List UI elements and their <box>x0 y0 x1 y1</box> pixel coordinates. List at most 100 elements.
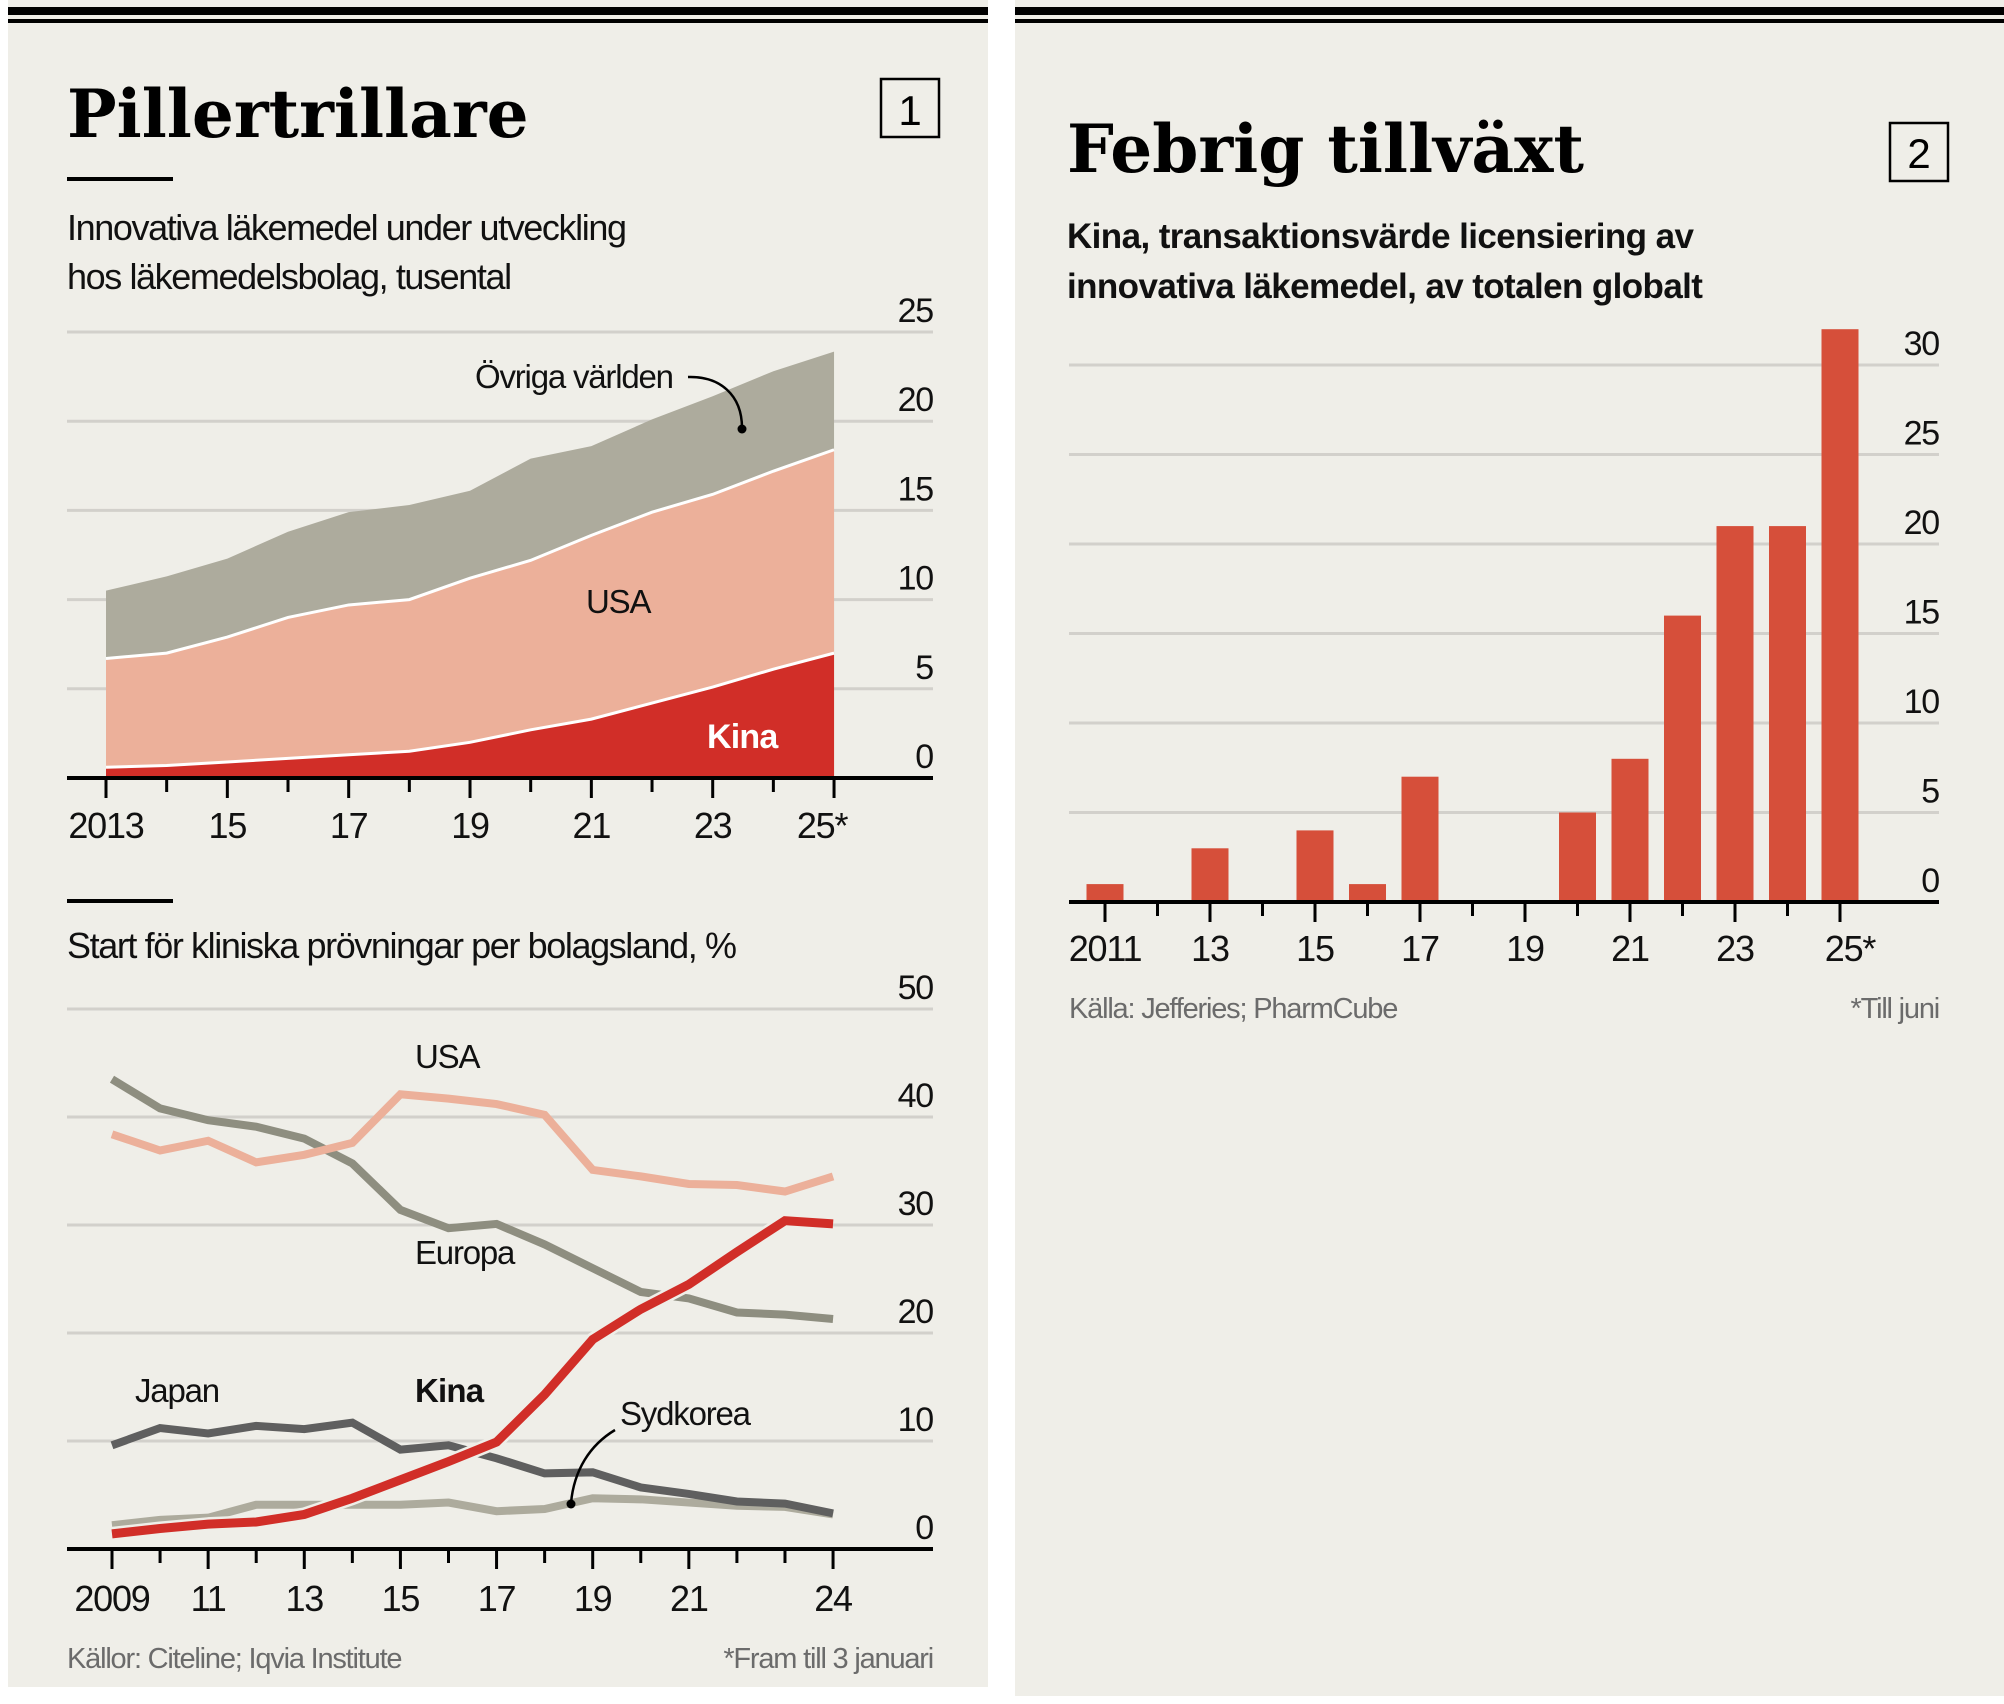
bar-chart-x-tick-label: 2011 <box>1069 928 1142 969</box>
area-chart-y-tick-label: 25 <box>898 292 934 330</box>
line-label-japan: Japan <box>135 1372 219 1409</box>
bar-chart-x-tick-label: 19 <box>1506 928 1544 969</box>
line-chart-x-tick-label: 21 <box>670 1578 708 1619</box>
area-usa <box>106 449 835 778</box>
panel1-number: 1 <box>898 87 921 134</box>
bar-2017 <box>1401 776 1439 902</box>
line-usa <box>110 1090 835 1196</box>
area-chart-x-tick-label: 19 <box>451 805 489 846</box>
area-chart-x-tick-label: 15 <box>209 805 247 846</box>
panel2-footnote: *Till juni <box>1851 993 1939 1025</box>
top-rule-thick <box>1015 7 2004 15</box>
line-chart-x-tick-label: 17 <box>478 1578 516 1619</box>
area-chart-x-tick-label: 21 <box>573 805 611 846</box>
top-rule-thin <box>1015 19 2004 23</box>
line-chart-x-tick-label: 13 <box>285 1578 323 1619</box>
area-kina <box>106 653 835 778</box>
area-label-usa: USA <box>586 583 651 620</box>
area-chart-subtitle-line2: hos läkemedelsbolag, tusental <box>67 256 511 297</box>
area-chart-subtitle-line1: Innovativa läkemedel under utveckling <box>67 207 626 248</box>
line-label-sydkorea: Sydkorea <box>620 1395 752 1432</box>
bar-chart-y-tick-label: 15 <box>1904 594 1940 632</box>
bar-chart-x-tick-label: 13 <box>1191 928 1229 969</box>
area-kina-boundary <box>105 651 835 769</box>
line-europa <box>109 1075 834 1323</box>
bar-2022 <box>1664 615 1701 902</box>
area-chart-y-tick-label: 10 <box>898 560 934 598</box>
line-chart-y-tick-label: 30 <box>898 1185 934 1223</box>
line-chart-y-tick-label: 40 <box>898 1077 934 1115</box>
top-rule-thin <box>8 19 988 23</box>
bar-2020 <box>1559 812 1596 902</box>
bar-chart: 0 5 10 15 20 25 30 2011 13 15 17 19 21 23 25* <box>1069 325 1941 969</box>
bar-2021 <box>1611 758 1649 902</box>
panel1-source: Källor: Citeline; Iqvia Institute <box>67 1643 401 1675</box>
bar-2011 <box>1086 884 1124 902</box>
bar-chart-y-tick-label: 20 <box>1904 504 1940 542</box>
line-chart-x-tick-label: 2009 <box>74 1578 149 1619</box>
line-label-usa: USA <box>415 1038 480 1075</box>
section-rule-1 <box>67 177 173 181</box>
sydkorea-pointer <box>569 1428 616 1504</box>
area-usa-boundary <box>105 448 835 660</box>
line-chart-y-tick-label: 20 <box>898 1293 934 1331</box>
panel1-footnote: *Fram till 3 januari <box>723 1643 933 1675</box>
bar-chart-y-tick-label: 30 <box>1904 325 1940 363</box>
area-chart: 0 5 10 15 20 25 2013 15 17 19 21 23 25* Övriga världe… <box>67 292 934 846</box>
area-chart-x-tick-label: 25* <box>797 805 849 846</box>
bar-2023 <box>1716 526 1754 902</box>
bar-chart-x-tick-label: 25* <box>1825 928 1877 969</box>
bar-chart-x-tick-label: 21 <box>1611 928 1649 969</box>
line-chart-y-tick-label: 50 <box>898 969 934 1007</box>
line-sydkorea <box>111 1494 834 1530</box>
line-label-europa: Europa <box>415 1234 516 1271</box>
panel2-source: Källa: Jefferies; PharmCube <box>1069 993 1397 1025</box>
panel2-number: 2 <box>1907 130 1930 177</box>
area-chart-x-tick-label: 23 <box>694 805 732 846</box>
line-chart-x-tick-label: 19 <box>574 1578 612 1619</box>
area-chart-x-tick-label: 17 <box>330 805 368 846</box>
bar-chart-subtitle-line1: Kina, transaktionsvärde licensiering av <box>1067 217 1694 256</box>
area-chart-y-tick-label: 20 <box>898 381 934 419</box>
line-chart-x-tick-label: 15 <box>382 1578 420 1619</box>
line-label-kina: Kina <box>415 1372 485 1409</box>
panel2-number-box <box>1888 121 1950 183</box>
line-kina <box>111 1216 834 1539</box>
top-rule-thick <box>8 7 988 15</box>
line-chart-y-tick-label: 0 <box>915 1509 933 1547</box>
bar-chart-y-tick-label: 0 <box>1921 862 1939 900</box>
chart-panel-pillertrillare <box>8 0 988 1687</box>
bar-chart-subtitle-line2: innovativa läkemedel, av totalen globalt <box>1067 267 1703 306</box>
line-chart-subtitle: Start för kliniska prövningar per bolags… <box>67 925 736 966</box>
line-chart: 0 10 20 30 40 50 2009 11 13 15 17 19 21 24 USA Europa Ja… <box>67 969 934 1619</box>
panel2-title: Febrig tillväxt <box>1067 110 1585 188</box>
bar-chart-x-tick-label: 15 <box>1296 928 1334 969</box>
bar-chart-x-tick-label: 17 <box>1401 928 1439 969</box>
sydkorea-pointer-dot <box>566 1499 576 1509</box>
area-chart-y-tick-label: 5 <box>915 649 933 687</box>
bar-chart-x-tick-label: 23 <box>1716 928 1754 969</box>
bar-2024 <box>1769 526 1806 902</box>
panel1-title: Pillertrillare <box>67 75 529 153</box>
ovriga-varlden-pointer-dot <box>737 424 747 434</box>
line-chart-x-tick-label: 11 <box>191 1578 226 1619</box>
line-japan <box>110 1418 834 1518</box>
ovriga-varlden-pointer <box>687 375 744 429</box>
area-label-kina: Kina <box>707 718 779 756</box>
line-chart-x-tick-label: 24 <box>814 1578 852 1619</box>
area-chart-x-tick-label: 2013 <box>68 805 143 846</box>
section-rule-2 <box>67 899 173 903</box>
panel1-number-box <box>879 77 941 139</box>
line-chart-y-tick-label: 10 <box>898 1401 934 1439</box>
bar-2015 <box>1296 830 1334 902</box>
area-chart-y-tick-label: 0 <box>915 738 933 776</box>
bar-2013 <box>1191 848 1229 902</box>
bar-chart-y-tick-label: 5 <box>1921 773 1939 811</box>
bar-2025 <box>1821 329 1859 902</box>
bar-chart-y-tick-label: 10 <box>1904 683 1940 721</box>
bar-2016 <box>1349 884 1386 902</box>
area-label-ovriga-varlden: Övriga världen <box>475 358 673 395</box>
bar-chart-y-tick-label: 25 <box>1904 415 1940 453</box>
area-chart-y-tick-label: 15 <box>898 470 934 508</box>
